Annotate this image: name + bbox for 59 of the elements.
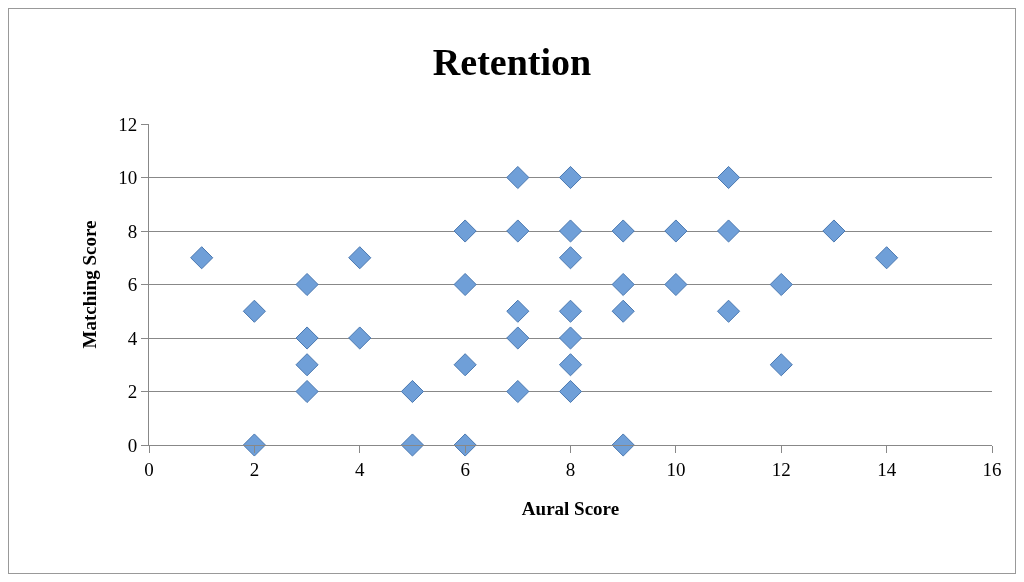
y-tick-label: 4 — [127, 327, 138, 349]
point — [611, 433, 635, 457]
point — [506, 165, 530, 190]
x-tick-label: 6 — [460, 458, 470, 480]
y-tick-label: 12 — [118, 113, 138, 135]
point — [717, 299, 741, 323]
point — [558, 326, 583, 350]
point — [295, 326, 319, 350]
x-tick-label: 4 — [355, 458, 365, 480]
point — [717, 219, 741, 243]
point — [769, 353, 793, 377]
point — [453, 433, 477, 457]
point — [875, 246, 899, 270]
x-tick-label: 10 — [666, 458, 686, 480]
point — [295, 272, 319, 297]
x-tick-label: 8 — [565, 458, 576, 480]
point — [611, 299, 635, 323]
y-tick-label: 0 — [127, 434, 138, 456]
point — [558, 219, 583, 243]
x-tick-label: 14 — [877, 458, 897, 480]
x-tick-label: 2 — [249, 458, 260, 480]
point — [506, 299, 530, 323]
point — [664, 272, 688, 297]
point — [611, 219, 635, 243]
point — [558, 379, 583, 404]
y-axis-title: Matching Score — [79, 220, 101, 349]
point — [295, 353, 319, 377]
point — [453, 272, 477, 297]
point — [506, 219, 530, 243]
x-tick-label: 0 — [144, 458, 154, 480]
point — [190, 246, 214, 270]
point — [822, 219, 846, 243]
point — [558, 353, 583, 377]
point — [242, 433, 266, 457]
point — [400, 433, 424, 457]
y-tick-label: 10 — [118, 167, 138, 189]
x-axis-title: Aural Score — [521, 497, 620, 519]
point — [242, 299, 266, 323]
point — [348, 246, 372, 270]
point — [558, 246, 583, 270]
y-tick-label: 2 — [127, 381, 138, 403]
point — [295, 379, 319, 404]
point — [558, 165, 583, 190]
point — [558, 299, 583, 323]
point — [348, 326, 372, 350]
y-tick-label: 8 — [127, 220, 138, 242]
point — [769, 272, 793, 297]
point — [611, 272, 635, 297]
point — [506, 379, 530, 404]
point — [400, 379, 424, 404]
x-tick-label: 12 — [771, 458, 791, 480]
chart-title: Retention — [432, 41, 592, 84]
x-tick-label: 16 — [982, 458, 1002, 480]
point — [453, 219, 477, 243]
point — [717, 165, 741, 190]
point — [664, 219, 688, 243]
y-tick-label: 6 — [127, 274, 138, 296]
point — [506, 326, 530, 350]
point — [453, 353, 477, 377]
